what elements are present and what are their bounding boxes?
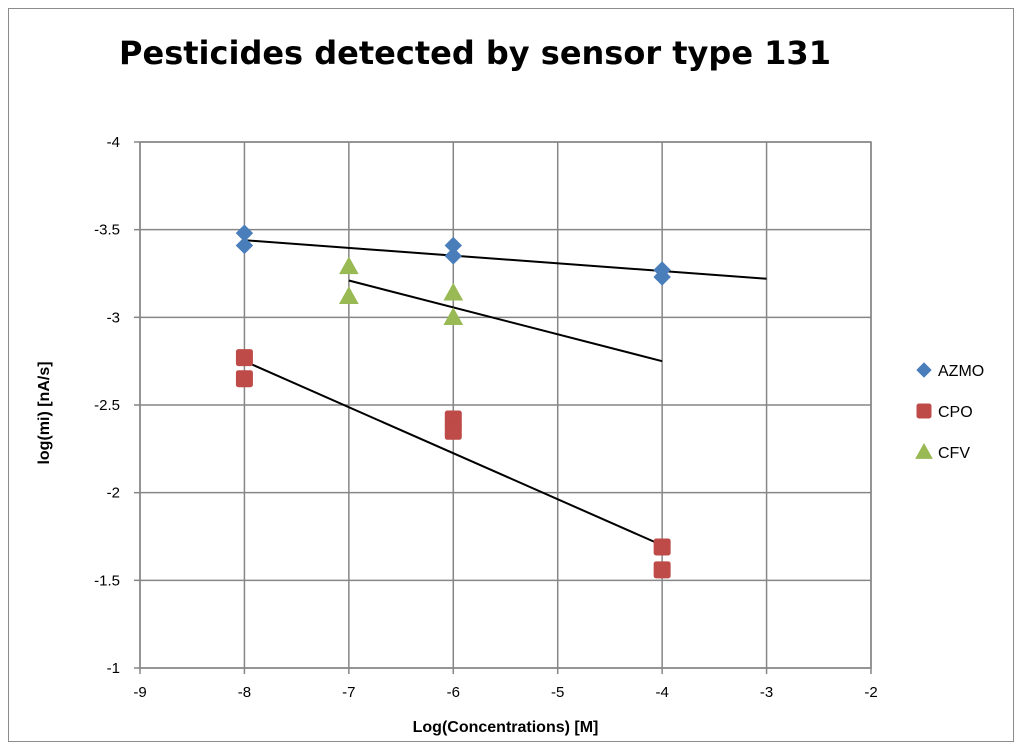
trendline-layer xyxy=(244,239,767,547)
trendline-cfv xyxy=(348,279,663,363)
x-tick-label: -4 xyxy=(655,684,668,701)
x-tick-label: -8 xyxy=(238,684,251,701)
chart-title: Pesticides detected by sensor type 131 xyxy=(119,34,831,72)
grid-layer xyxy=(134,141,872,674)
data-point-cfv xyxy=(443,307,464,326)
data-point-cpo xyxy=(235,370,253,388)
data-point-cfv xyxy=(339,286,359,304)
y-tick-label: -1 xyxy=(107,660,120,677)
x-tick-label: -9 xyxy=(133,684,146,701)
data-point-cpo xyxy=(444,422,462,440)
legend-label-cpo: CPO xyxy=(938,404,973,421)
x-axis-title: Log(Concentrations) [M] xyxy=(412,719,599,736)
x-tick-label: -5 xyxy=(551,684,564,701)
y-tick-label: -3 xyxy=(107,309,120,326)
legend-marker-cfv xyxy=(915,442,933,459)
legend: AZMO CPO CFV xyxy=(915,362,984,462)
data-point-azmo xyxy=(444,247,462,265)
y-tick-label: -1.5 xyxy=(94,572,120,589)
x-tick-label: -2 xyxy=(864,684,877,701)
legend-label-cfv: CFV xyxy=(938,445,970,462)
x-tick-label: -3 xyxy=(760,684,773,701)
data-point-cpo xyxy=(653,561,671,579)
data-point-azmo xyxy=(235,236,254,255)
trendline-cpo xyxy=(244,360,663,547)
y-tick-label: -4 xyxy=(107,134,120,151)
data-point-cpo xyxy=(235,349,253,367)
chart-frame xyxy=(8,8,1014,742)
x-tick-label: -7 xyxy=(342,684,355,701)
data-point-cfv xyxy=(339,256,359,275)
data-point-cpo xyxy=(653,538,671,556)
marker-layer xyxy=(235,224,671,579)
x-tick-label: -6 xyxy=(447,684,460,701)
y-axis-title: log(mi) [nA/s] xyxy=(36,361,53,465)
trendline-azmo xyxy=(244,239,767,280)
y-tick-label: -2.5 xyxy=(94,397,120,414)
data-point-cfv xyxy=(443,282,464,301)
legend-marker-azmo xyxy=(916,362,932,378)
legend-marker-cpo xyxy=(916,403,932,419)
data-point-azmo xyxy=(653,268,671,286)
y-tick-label: -2 xyxy=(107,485,120,502)
y-tick-label: -3.5 xyxy=(94,222,120,239)
legend-label-azmo: AZMO xyxy=(938,363,984,380)
tick-label-layer: -9 -8 -7 -6 -5 -4 -3 -2 -4 -3.5 -3 -2.5 -2 -1.5 -1 xyxy=(94,134,878,701)
